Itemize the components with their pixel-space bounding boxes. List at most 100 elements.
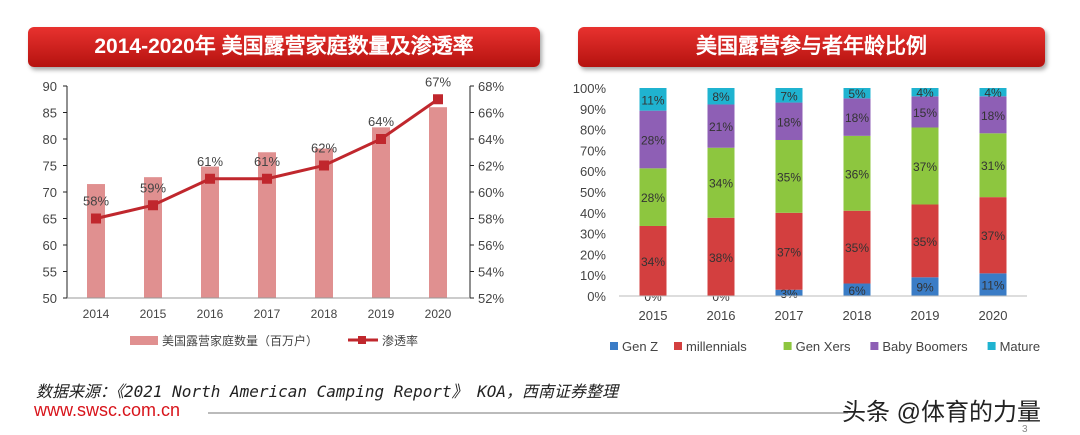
bar-segment-mature [843,88,871,99]
data-label: 8% [712,90,730,104]
y-tick-label: 30% [580,227,606,242]
bar-segment-millennials [639,225,667,296]
y-tick-label: 50% [580,185,606,200]
y-tick-label: 60% [580,164,606,179]
footer-divider [208,412,848,414]
legend-swatch-bar [130,336,158,345]
bar-segment-baby-boomers [775,102,803,140]
legend-swatch [610,342,618,350]
x-tick-label: 2018 [843,308,872,323]
data-label: 7% [780,89,798,103]
legend-label: 美国露营家庭数量（百万户） [162,333,318,348]
y-tick-label: 10% [580,268,606,283]
bar-households [201,166,219,298]
bar-segment-mature [911,88,939,97]
x-tick-label: 2020 [425,307,452,321]
data-label: 4% [984,86,1002,100]
data-label: 9% [916,281,934,295]
bar-segment-gen-z [911,277,939,296]
data-label: 67% [425,74,451,89]
data-label: 35% [845,241,869,255]
data-label: 34% [709,177,733,191]
y-tick-label: 60 [43,238,57,253]
y2-tick-label: 58% [478,212,504,227]
data-label: 28% [641,133,665,147]
y-tick-label: 70% [580,143,606,158]
legend-swatch [674,342,682,350]
data-label: 21% [709,120,733,134]
watermark: 头条 @体育的力量 [842,399,1042,426]
legend-label: Mature [1000,339,1040,354]
bar-segment-gen-xers [843,135,871,211]
y2-tick-label: 66% [478,106,504,121]
data-label: 31% [981,159,1005,173]
bar-segment-mature [775,88,803,103]
line-marker [205,173,215,184]
legend-label: millennials [686,339,747,354]
legend-marker [358,336,366,344]
data-label: 62% [311,141,337,156]
x-tick-label: 2017 [254,307,281,321]
y2-tick-label: 64% [478,132,504,147]
data-label: 3% [780,287,798,301]
data-label: 35% [777,170,801,184]
y-tick-label: 55 [43,265,57,280]
y-tick-label: 50 [43,291,57,306]
left-chart-title: 2014-2020年 美国露营家庭数量及渗透率 [28,27,540,67]
legend-label: Baby Boomers [882,339,968,354]
bar-segment-gen-xers [911,127,939,205]
line-marker [148,200,158,211]
data-label: 18% [845,111,869,125]
y2-tick-label: 56% [478,238,504,253]
bar-segment-gen-z [979,273,1007,296]
data-label: 18% [777,115,801,129]
right-chart-title: 美国露营参与者年龄比例 [578,27,1045,67]
bar-segment-gen-z [775,289,803,296]
bar-segment-gen-z [843,283,871,296]
line-marker [262,173,272,184]
bar-segment-gen-xers [775,140,803,213]
bar-households [429,107,447,298]
x-tick-label: 2015 [639,308,668,323]
x-tick-label: 2020 [979,308,1008,323]
x-tick-label: 2014 [83,307,110,321]
legend-swatch [870,342,879,350]
y-tick-label: 80 [43,132,57,147]
y-tick-label: 65 [43,212,57,227]
data-label: 6% [848,284,866,298]
x-tick-label: 2019 [368,307,395,321]
bar-segment-millennials [979,197,1007,274]
data-label: 4% [916,86,934,100]
y2-tick-label: 68% [478,79,504,94]
bar-households [144,177,162,298]
legend-label: Gen Z [622,339,658,354]
data-label: 61% [254,154,280,169]
line-marker [433,94,443,105]
data-label: 18% [981,109,1005,123]
website-link[interactable]: www.swsc.com.cn [34,400,181,420]
y-tick-label: 70 [43,185,57,200]
bar-segment-baby-boomers [707,104,735,148]
data-label: 37% [913,160,937,174]
data-label: 15% [913,106,937,120]
source-note: 数据来源：《2021 North American Camping Report… [36,382,619,401]
data-label: 5% [848,87,866,101]
y-tick-label: 80% [580,123,606,138]
bar-segment-baby-boomers [639,110,667,169]
y-tick-label: 20% [580,247,606,262]
page-number: 3 [1022,424,1028,435]
data-label: 28% [641,191,665,205]
bar-segment-mature [707,88,735,105]
x-tick-label: 2018 [311,307,338,321]
y-tick-label: 90% [580,102,606,117]
data-label: 11% [981,279,1004,293]
x-tick-label: 2017 [775,308,804,323]
bar-segment-gen-xers [979,133,1007,198]
y-tick-label: 40% [580,206,606,221]
bar-segment-millennials [775,212,803,290]
bar-segment-gen-xers [707,147,735,218]
data-label: 34% [641,255,665,269]
y2-tick-label: 52% [478,291,504,306]
bar-segment-baby-boomers [979,96,1007,134]
